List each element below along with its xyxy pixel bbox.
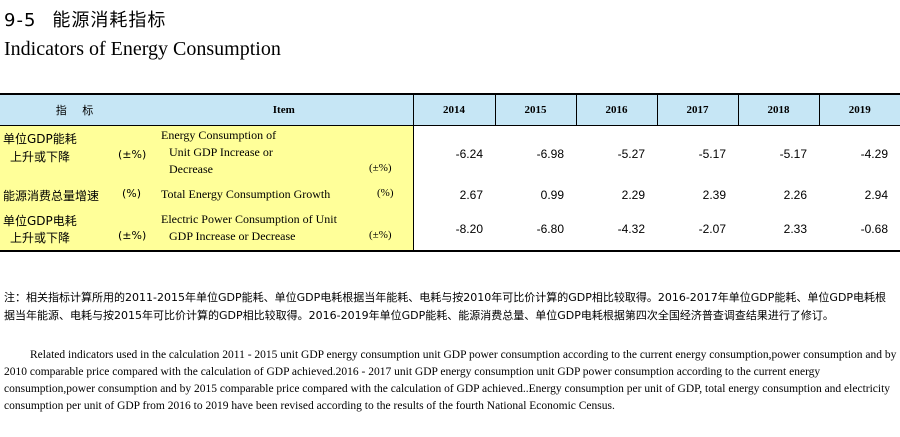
note-cn: 注：相关指标计算所用的2011-2015年单位GDP能耗、单位GDP电耗根据当年… (4, 291, 887, 322)
row-label-en: Total Energy Consumption Growth (%) (155, 182, 414, 208)
row-en-unit: (±%) (369, 229, 392, 241)
header-year: 2014 (413, 95, 496, 126)
table-cell: 2.67 (459, 188, 483, 202)
row-en-line1: Total Energy Consumption Growth (161, 187, 331, 201)
row-en-line3: Decrease (169, 162, 213, 176)
row-en-unit: (%) (377, 187, 394, 199)
row-en-unit: (±%) (369, 162, 392, 174)
row-cn-line1: 单位GDP能耗 (3, 132, 77, 146)
table-cell: 2.94 (864, 188, 888, 202)
row-cn-line1: 能源消费总量增速 (3, 189, 100, 203)
note-en: Related indicators used in the calculati… (4, 349, 897, 412)
page-title-en: Indicators of Energy Consumption (4, 38, 281, 60)
header-year: 2019 (819, 95, 900, 126)
row-label-cn: 单位GDP电耗 上升或下降 (±%) (0, 208, 155, 252)
header-item: Item (155, 95, 414, 126)
header-year: 2018 (738, 95, 820, 126)
table-cell: -4.32 (576, 208, 657, 252)
table-cell: -5.17 (698, 147, 726, 161)
header-year: 2017 (657, 95, 739, 126)
row-cn-line1: 单位GDP电耗 (3, 214, 77, 228)
row-en-line2: GDP Increase or Decrease (169, 229, 296, 243)
header-year: 2016 (576, 95, 658, 126)
table-number: 9-5 (4, 10, 37, 31)
table-cell: -6.24 (455, 147, 483, 161)
table-cell: -8.20 (413, 208, 495, 252)
top-rule (0, 93, 900, 95)
table-cell: -2.07 (657, 208, 738, 252)
row-label-cn: 单位GDP能耗 上升或下降 (±%) (0, 125, 155, 182)
row-label-en: Energy Consumption of Unit GDP Increase … (155, 125, 414, 182)
table-row: 能源消费总量增速 (%) Total Energy Consumption Gr… (0, 182, 900, 208)
row-cn-unit: (%) (122, 187, 142, 200)
page-title-cn: 9-5 能源消耗指标 (4, 6, 166, 32)
table-cell: -5.17 (779, 147, 807, 161)
table-row: 单位GDP能耗 上升或下降 (±%) Energy Consumption of… (0, 125, 900, 182)
row-en-line1: Electric Power Consumption of Unit (161, 212, 337, 226)
table-cell: -5.27 (617, 147, 645, 161)
row-en-line2: Unit GDP Increase or (169, 145, 273, 159)
table-cell: 2.26 (783, 188, 807, 202)
table-cell: -6.80 (495, 208, 576, 252)
table-cell: 2.33 (738, 208, 819, 252)
title-cn-text: 能源消耗指标 (52, 10, 167, 31)
energy-table: 指 标 Item 2014 2015 2016 2017 2018 2019 单… (0, 95, 900, 252)
header-row: 指 标 Item 2014 2015 2016 2017 2018 2019 (0, 95, 900, 126)
row-label-en: Electric Power Consumption of Unit GDP I… (155, 208, 414, 252)
row-cn-unit: (±%) (118, 148, 147, 161)
table-cell: -0.68 (819, 208, 900, 252)
row-en-line1: Energy Consumption of (161, 128, 277, 142)
table-cell: 2.29 (621, 188, 645, 202)
table-cell: 0.99 (540, 188, 564, 202)
row-label-cn: 能源消费总量增速 (%) (0, 182, 155, 208)
row-cn-line2: 上升或下降 (10, 150, 71, 164)
table-row: 单位GDP电耗 上升或下降 (±%) Electric Power Consum… (0, 208, 900, 252)
row-cn-unit: (±%) (118, 229, 147, 242)
table-cell: -6.98 (536, 147, 564, 161)
table-cell: 2.39 (702, 188, 726, 202)
table-cell: -4.29 (860, 147, 888, 161)
row-cn-line2: 上升或下降 (10, 231, 71, 245)
header-year: 2015 (495, 95, 577, 126)
header-indicator-cn: 指 标 (0, 95, 155, 126)
